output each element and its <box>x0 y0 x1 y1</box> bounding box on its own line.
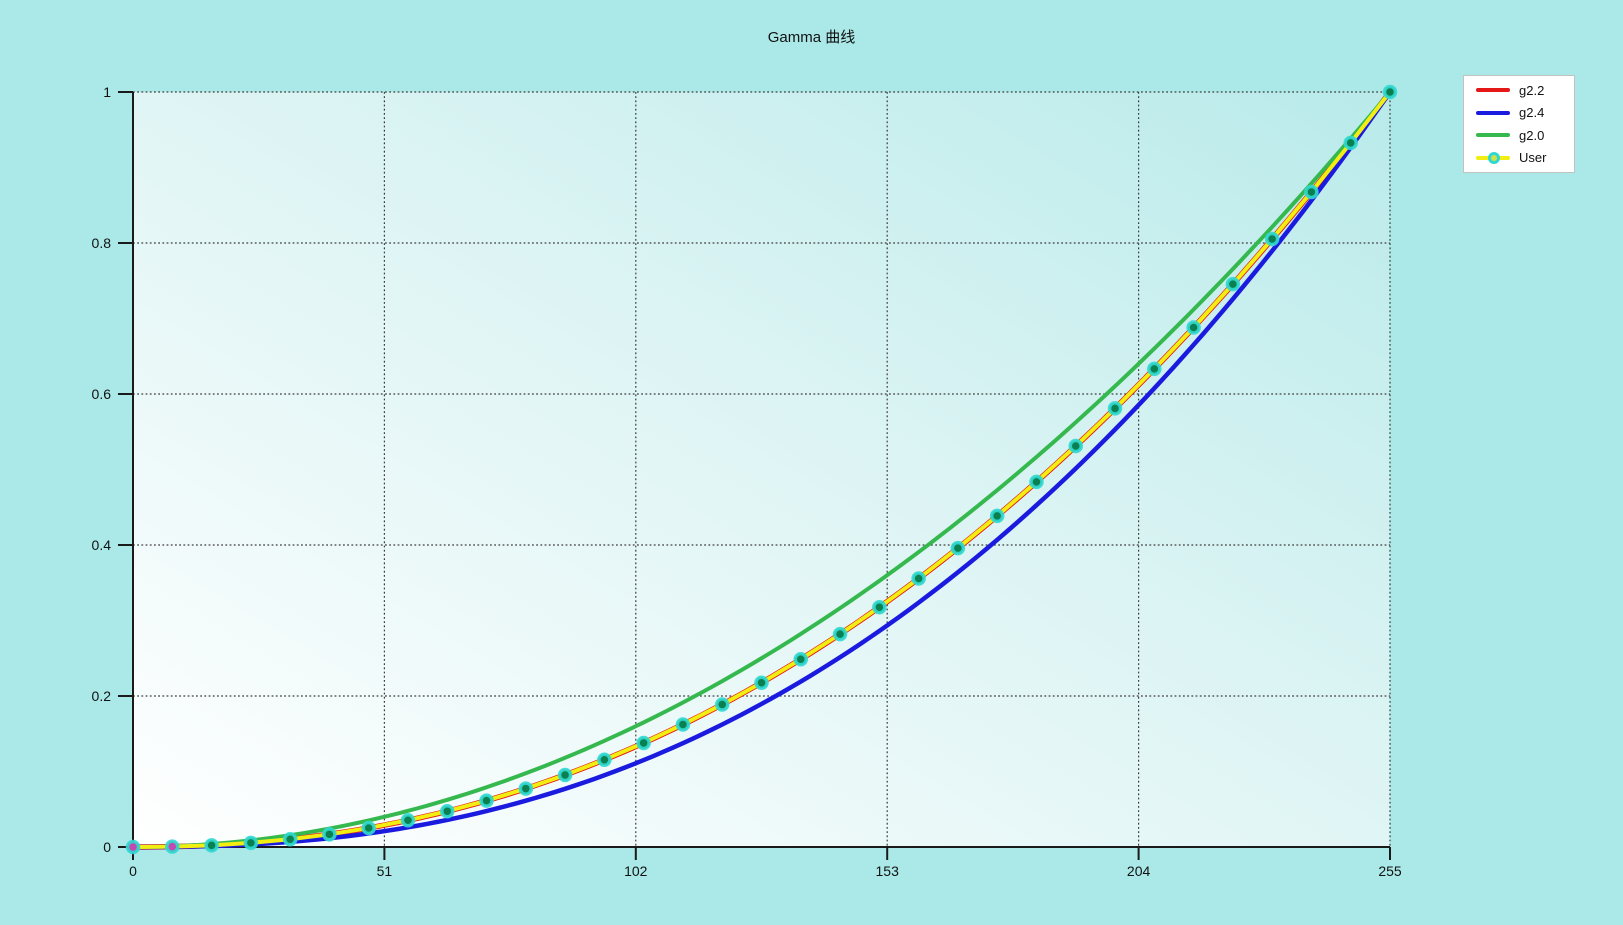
user-curve-point-15[interactable] <box>714 697 730 712</box>
y-tick-label: 0 <box>103 839 111 855</box>
user-curve-point-27[interactable] <box>1186 320 1201 335</box>
plot-area <box>133 92 1390 847</box>
user-curve-point-19[interactable] <box>872 599 887 615</box>
legend-item-user: User <box>1464 148 1574 168</box>
user-curve-point-28[interactable] <box>1225 276 1241 292</box>
legend-label: g2.2 <box>1519 82 1545 98</box>
legend-label: g2.4 <box>1519 105 1545 121</box>
x-tick-label: 102 <box>624 863 648 879</box>
user-curve-point-30[interactable] <box>1304 184 1319 200</box>
y-tick-label: 0.6 <box>91 386 111 402</box>
user-curve-point-11[interactable] <box>557 767 573 783</box>
user-curve-point-7[interactable] <box>400 813 416 828</box>
user-curve-point-14[interactable] <box>675 717 691 732</box>
x-tick-label: 0 <box>129 863 137 879</box>
legend-label: g2.0 <box>1519 127 1545 143</box>
user-legend-marker-icon <box>1488 151 1500 164</box>
legend-line-sample-blue <box>1476 110 1510 115</box>
user-curve-point-21[interactable] <box>950 540 966 556</box>
y-tick-label: 0.8 <box>91 235 111 251</box>
user-curve-point-5[interactable] <box>322 827 337 842</box>
user-curve-point-1[interactable] <box>165 839 180 854</box>
user-curve-point-24[interactable] <box>1068 438 1083 454</box>
curve-g2.0 <box>131 90 1392 849</box>
user-curve-point-4[interactable] <box>282 831 298 847</box>
user-curve-point-25[interactable] <box>1107 401 1123 416</box>
user-curve-point-31[interactable] <box>1343 135 1358 151</box>
user-curve-point-29[interactable] <box>1264 231 1280 247</box>
x-tick-label: 255 <box>1378 863 1402 879</box>
user-curve-point-2[interactable] <box>204 838 219 853</box>
user-curve-point-12[interactable] <box>597 752 612 767</box>
legend: g2.2 g2.4 g2.0 User <box>1463 75 1575 173</box>
user-curve-point-6[interactable] <box>361 820 376 836</box>
user-curve-point-26[interactable] <box>1147 361 1162 377</box>
legend-item-g2.2: g2.2 <box>1464 80 1574 100</box>
y-tick-label: 0.4 <box>91 537 111 553</box>
user-curve-point-32[interactable] <box>1382 84 1398 100</box>
user-curve-point-13[interactable] <box>636 735 651 751</box>
x-tick-label: 51 <box>376 863 393 879</box>
user-curve-point-9[interactable] <box>479 793 494 808</box>
legend-line-sample-red <box>1476 88 1510 93</box>
curve-g2.4 <box>130 89 1393 850</box>
user-curve-point-17[interactable] <box>793 651 809 667</box>
user-curve-point-3[interactable] <box>243 835 259 851</box>
user-curve-point-22[interactable] <box>989 508 1005 524</box>
chart-title: Gamma 曲线 <box>767 29 856 46</box>
user-curve-point-18[interactable] <box>832 626 848 642</box>
y-tick-label: 1 <box>103 84 111 100</box>
user-curve-point-20[interactable] <box>911 571 926 586</box>
user-curve-point-10[interactable] <box>518 781 534 796</box>
x-tick-label: 153 <box>875 863 899 879</box>
legend-line-sample-green <box>1476 133 1510 138</box>
user-curve-point-0[interactable] <box>125 839 141 855</box>
legend-line-sample-yellow <box>1476 151 1510 164</box>
y-tick-label: 0.2 <box>91 688 111 704</box>
user-curve-point-23[interactable] <box>1029 474 1044 490</box>
user-curve-point-8[interactable] <box>440 803 455 819</box>
legend-item-g2.0: g2.0 <box>1464 125 1574 145</box>
x-tick-label: 204 <box>1126 863 1151 879</box>
legend-label: User <box>1519 150 1547 166</box>
user-curve-point-16[interactable] <box>754 675 769 690</box>
legend-item-g2.4: g2.4 <box>1464 103 1574 123</box>
